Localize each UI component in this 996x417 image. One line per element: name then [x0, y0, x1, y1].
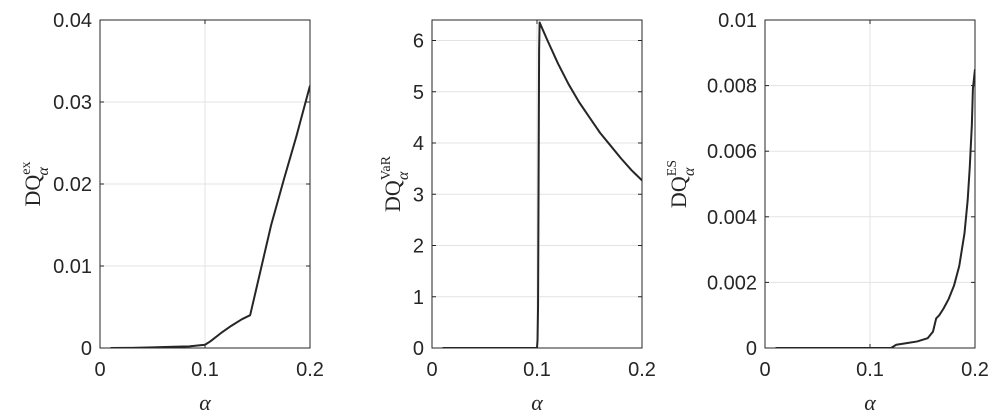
y-ticks: 0 0.01 0.02 0.03 0.04: [53, 10, 310, 360]
x-tick-label: 0.1: [523, 359, 551, 381]
series-line: [775, 69, 975, 348]
x-ticks: 0 0.1 0.2: [426, 20, 656, 381]
x-ticks: 0 0.1 0.2: [94, 20, 324, 381]
y-axis-label-sup: ES: [665, 160, 680, 176]
series-line: [442, 21, 642, 348]
x-tick-label: 0.1: [191, 359, 219, 381]
y-axis-label-sup: VaR: [379, 155, 394, 180]
y-axis-label-base: DQ: [20, 175, 45, 207]
x-tick-label: 0: [426, 359, 437, 381]
y-tick-label: 4: [413, 133, 424, 155]
y-tick-label: 0: [81, 338, 92, 360]
y-tick-label: 3: [413, 184, 424, 206]
y-tick-label: 0.04: [53, 10, 92, 32]
y-tick-label: 6: [413, 31, 424, 53]
y-ticks: 0 1 2 3 4 5 6: [413, 31, 642, 360]
y-tick-label: 2: [413, 236, 424, 258]
y-axis-label-sup: ex: [19, 162, 34, 175]
y-axis-label-sub: α: [681, 167, 698, 176]
y-tick-label: 0: [746, 338, 757, 360]
y-tick-label: 0.002: [707, 272, 757, 294]
x-axis-label: α: [531, 390, 543, 415]
x-tick-label: 0.2: [628, 359, 656, 381]
panel-ex: 0 0.1 0.2 00.010.020.030.04 α DQexα: [19, 10, 324, 415]
y-tick-label: 0: [413, 338, 424, 360]
x-tick-label: 0.1: [856, 359, 884, 381]
x-tick-label: 0: [759, 359, 770, 381]
x-axis-label: α: [864, 390, 876, 415]
y-tick-label: 5: [413, 82, 424, 104]
y-axis-label-base: DQ: [380, 180, 405, 212]
y-tick-label: 0.01: [53, 256, 92, 278]
x-tick-label: 0: [94, 359, 105, 381]
y-axis-label-base: DQ: [666, 176, 691, 208]
y-tick-label: 0.01: [718, 10, 757, 32]
y-axis-label-sub: α: [395, 171, 412, 180]
y-axis-label: DQESα: [665, 160, 698, 208]
x-tick-label: 0.2: [961, 359, 989, 381]
y-axis-label: DQexα: [19, 162, 52, 207]
y-tick-label: 0.004: [707, 207, 757, 229]
y-tick-label: 0.02: [53, 174, 92, 196]
y-ticks: 0 0.002 0.004 0.006 0.008 0.01: [707, 10, 975, 360]
y-tick-label: 1: [413, 287, 424, 309]
panel-es: 0 0.1 0.2 0 0.002 0.004 0.006 0.008 0.01 α DQES…: [665, 10, 989, 415]
y-tick-label: 0.03: [53, 92, 92, 114]
y-tick-label: 0.008: [707, 76, 757, 98]
x-tick-label: 0.2: [296, 359, 324, 381]
x-axis-label: α: [199, 390, 211, 415]
y-tick-label: 0.006: [707, 141, 757, 163]
x-ticks: 0 0.1 0.2: [759, 20, 989, 381]
y-axis-label: DQVaRα: [379, 155, 412, 212]
series-line: [110, 85, 310, 348]
y-axis-label-sub: α: [35, 167, 52, 176]
